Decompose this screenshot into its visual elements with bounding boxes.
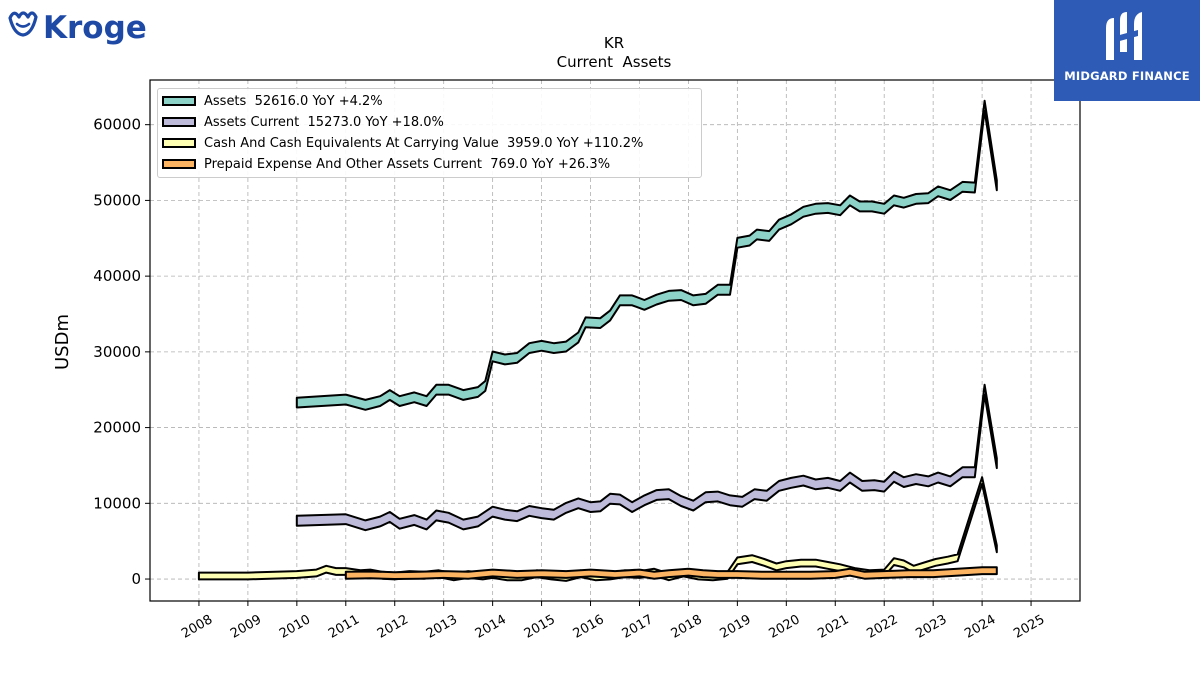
legend-item-prepaid: Prepaid Expense And Other Assets Current…: [162, 155, 610, 173]
series-band-assets-current: [295, 383, 998, 532]
kroger-smile-icon: Kroger: [8, 10, 146, 46]
kroger-logo: Kroger: [6, 4, 146, 54]
x-tick-label: 2021: [815, 612, 851, 642]
legend-item-assets: Assets 52616.0 YoY +4.2%: [162, 92, 383, 110]
x-tick-label: 2015: [522, 612, 558, 642]
x-tick-label: 2008: [179, 612, 215, 642]
x-axis: 2008 2009 2010 2011 2012 2013 2014 2015 2016 2017…: [179, 601, 1047, 642]
x-tick-label: 2024: [962, 612, 998, 642]
legend-label-assets-current: Assets Current 15273.0 YoY +18.0%: [204, 114, 444, 130]
x-tick-label: 2009: [228, 612, 264, 642]
legend-item-cash: Cash And Cash Equivalents At Carrying Va…: [162, 134, 643, 152]
y-axis: 0 10000 20000 30000 40000 50000 60000: [93, 116, 150, 588]
x-tick-label: 2022: [864, 612, 900, 642]
series-layer: [197, 99, 998, 582]
midgard-finance-name: MIDGARD FINANCE: [1064, 69, 1190, 83]
legend-swatch-cash: [162, 138, 196, 148]
y-tick-label: 0: [131, 570, 141, 588]
legend-label-prepaid: Prepaid Expense And Other Assets Current…: [204, 156, 611, 172]
x-tick-label: 2016: [571, 612, 607, 642]
x-tick-label: 2019: [718, 612, 754, 642]
series-band-cash: [197, 476, 998, 582]
x-tick-label: 2012: [375, 612, 411, 642]
plot-frame: [149, 79, 1081, 602]
midgard-mark-icon: [1106, 12, 1142, 60]
y-tick-label: 30000: [93, 343, 141, 361]
x-tick-label: 2023: [913, 612, 949, 642]
y-tick-label: 40000: [93, 267, 141, 285]
x-tick-label: 2020: [766, 612, 802, 642]
chart-title: KR: [604, 34, 624, 52]
legend-label-cash: Cash And Cash Equivalents At Carrying Va…: [204, 135, 644, 151]
legend-swatch-prepaid: [162, 159, 196, 169]
y-tick-label: 20000: [93, 419, 141, 437]
y-tick-label: 10000: [93, 494, 141, 512]
y-axis-label: USDm: [52, 314, 73, 370]
x-tick-label: 2014: [473, 612, 509, 642]
legend-swatch-assets: [162, 96, 196, 106]
series-band-assets: [295, 99, 998, 411]
legend-swatch-assets-current: [162, 117, 196, 127]
x-tick-label: 2025: [1011, 612, 1047, 642]
x-tick-label: 2017: [620, 612, 656, 642]
legend-label-assets: Assets 52616.0 YoY +4.2%: [204, 93, 383, 109]
x-tick-label: 2013: [424, 612, 460, 642]
legend-item-assets-current: Assets Current 15273.0 YoY +18.0%: [162, 113, 444, 131]
legend: Assets 52616.0 YoY +4.2% Assets Current …: [157, 88, 702, 178]
kroger-wordmark: Kroger: [43, 10, 146, 46]
x-tick-label: 2010: [277, 612, 313, 642]
y-tick-label: 60000: [93, 116, 141, 134]
y-tick-label: 50000: [93, 191, 141, 209]
x-tick-label: 2018: [669, 612, 705, 642]
midgard-finance-logo: MIDGARD FINANCE: [1054, 0, 1200, 101]
series-band-prepaid: [344, 566, 998, 580]
chart-subtitle: Current Assets: [557, 53, 672, 71]
x-tick-label: 2011: [326, 612, 362, 642]
